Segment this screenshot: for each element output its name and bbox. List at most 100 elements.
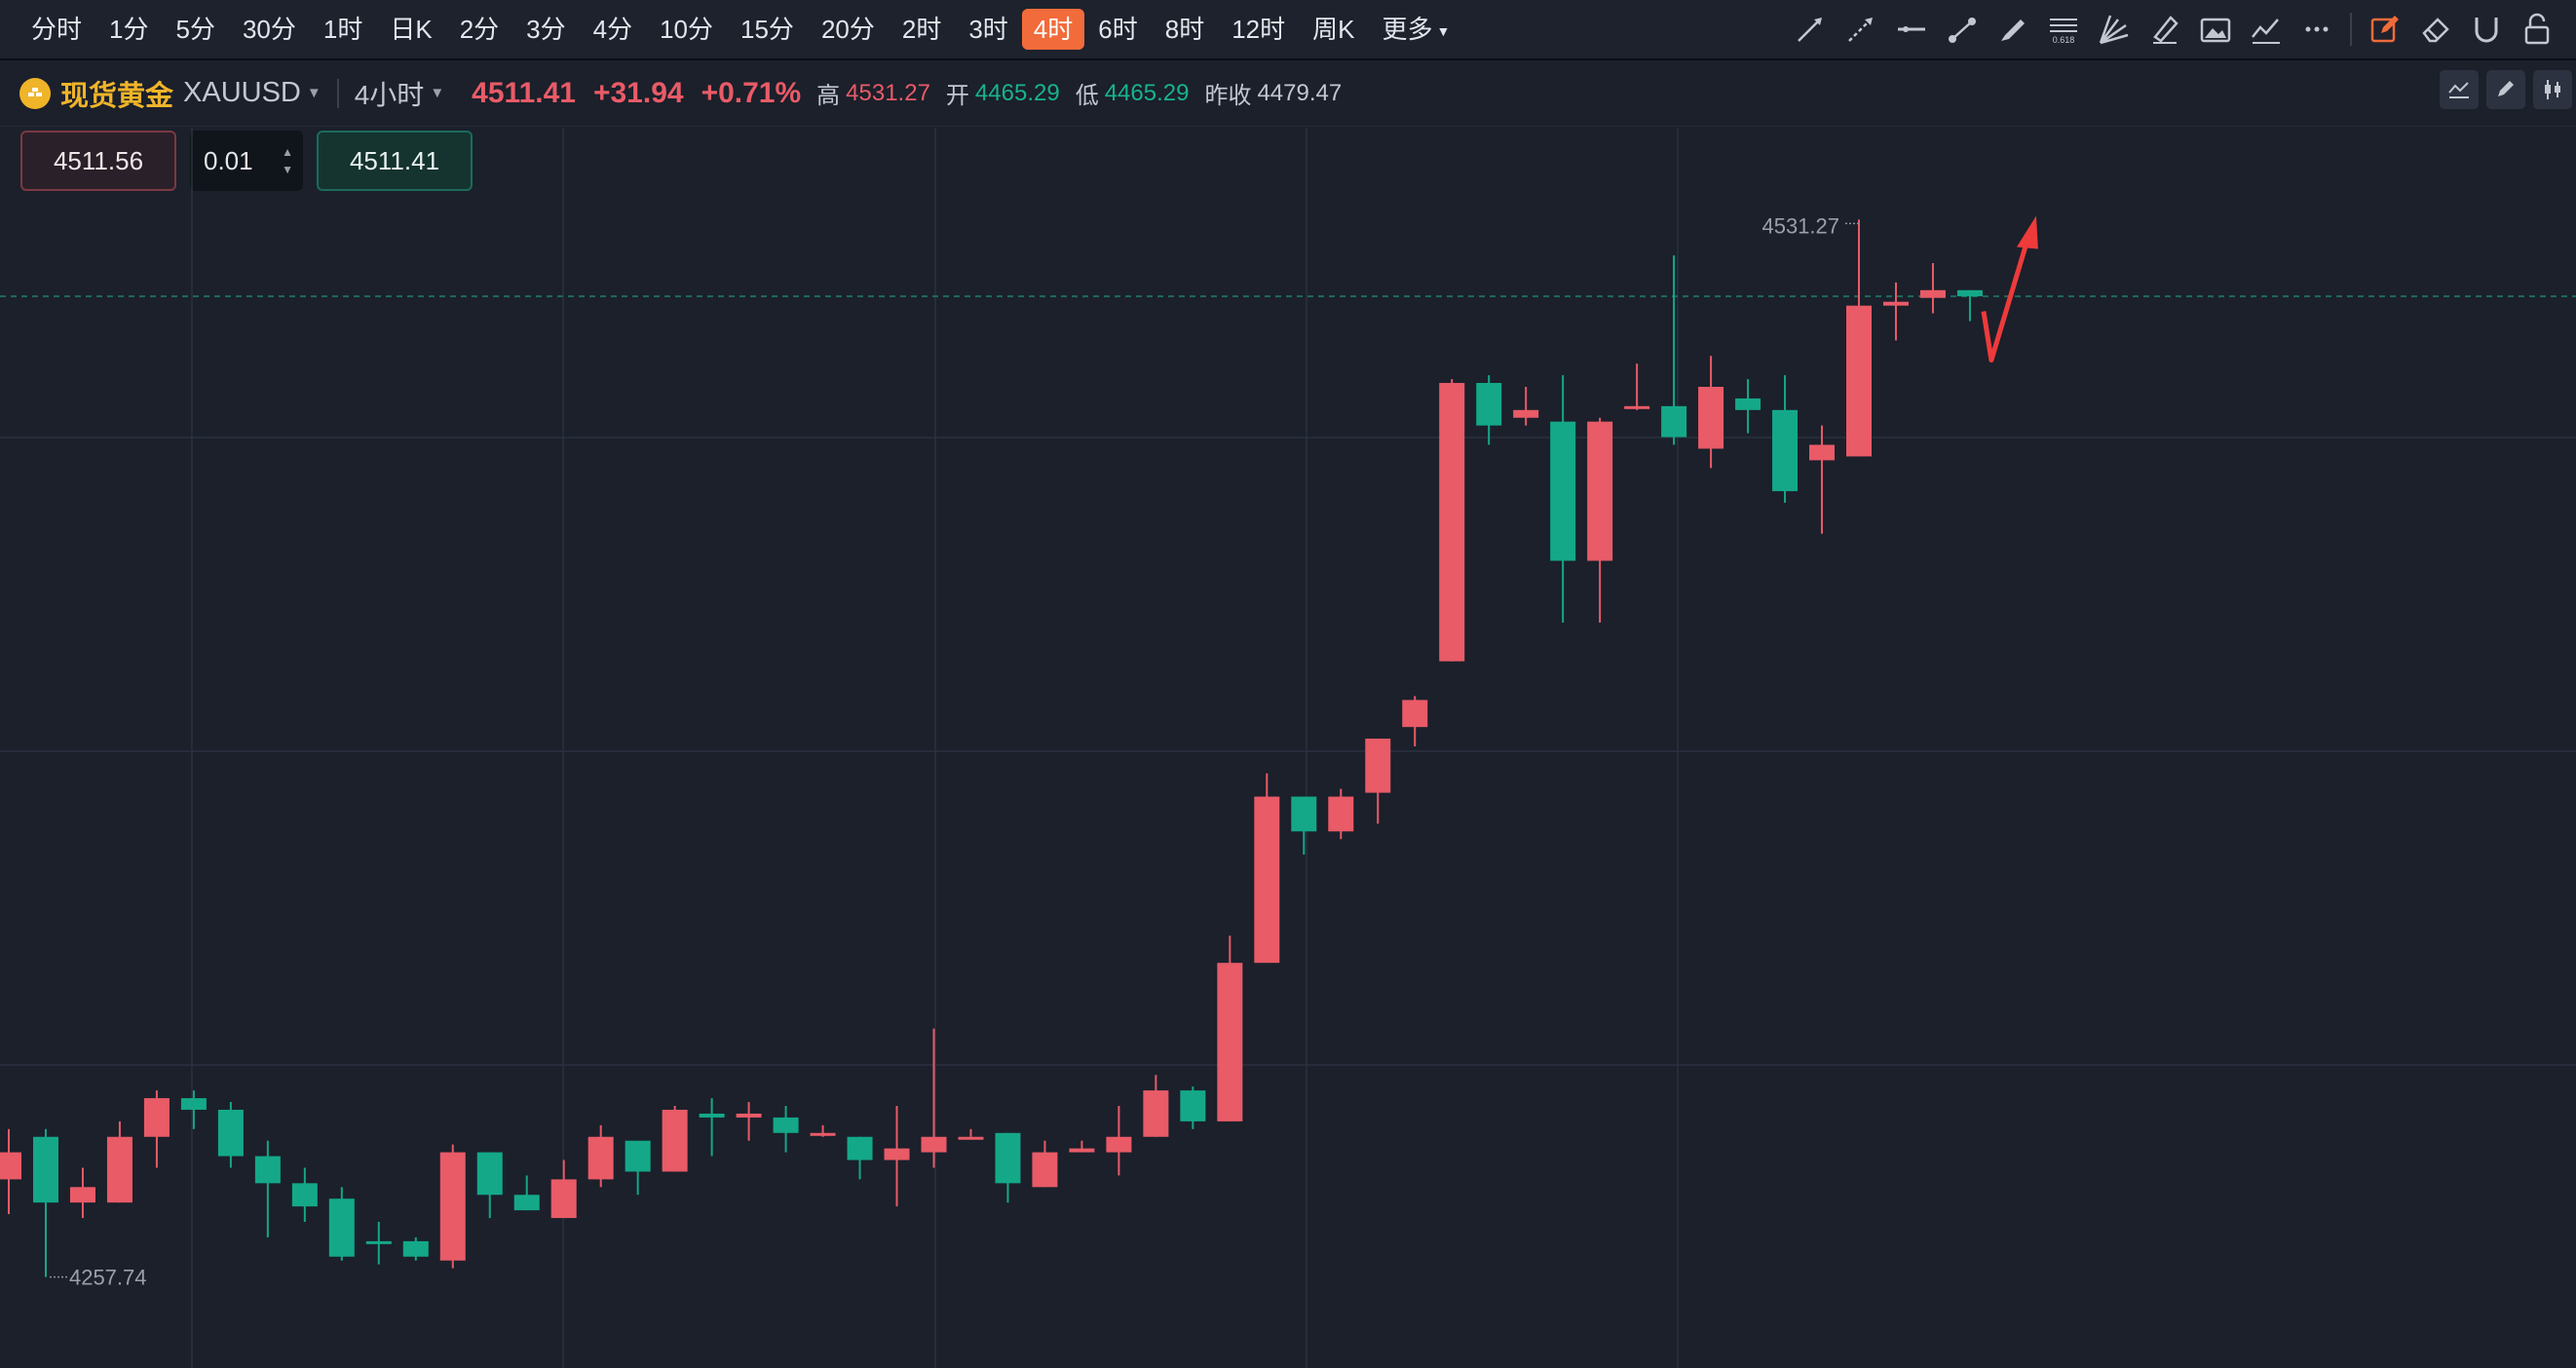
candle-body [736, 1113, 762, 1118]
period-0[interactable]: 分时 [31, 15, 83, 44]
period-17[interactable]: 12时 [1231, 15, 1286, 44]
polyline-tool[interactable] [2241, 6, 2292, 53]
ray-icon [1848, 18, 1873, 42]
candle-body [1772, 409, 1799, 492]
candle-body [1587, 421, 1613, 561]
candlestick-chart[interactable]: 4531.27 4257.74 [0, 128, 2576, 1368]
candle-body [1956, 289, 1983, 297]
horizontal-line-tool[interactable] [1886, 6, 1937, 53]
candle-body [1254, 796, 1280, 964]
period-18[interactable]: 周K [1312, 15, 1355, 44]
high-price-label: 4531.27 [1762, 213, 1839, 238]
price-change-percent: +0.71% [701, 76, 802, 109]
chart-view-buttons [2440, 70, 2572, 109]
highlighter-icon [2153, 16, 2178, 44]
segment-tool[interactable] [1937, 6, 1988, 53]
highlighter-tool[interactable] [2140, 6, 2190, 53]
buy-price-button[interactable]: 4511.41 [317, 131, 473, 191]
candle-body [143, 1098, 170, 1137]
period-1[interactable]: 1分 [109, 15, 149, 44]
candle-body [0, 1152, 21, 1180]
period-3[interactable]: 30分 [242, 15, 296, 44]
period-13[interactable]: 3时 [968, 15, 1008, 44]
fibonacci-tool[interactable]: 0.618 [2038, 6, 2089, 53]
image-tool[interactable] [2190, 6, 2241, 53]
quantity-value[interactable]: 0.01 [204, 145, 253, 175]
drawn-arrow-line [1981, 242, 2029, 363]
ray-tool[interactable] [1836, 6, 1886, 53]
fan-tool[interactable] [2089, 6, 2140, 53]
period-12[interactable]: 2时 [901, 15, 942, 44]
brush-tool[interactable] [1988, 6, 2038, 53]
candle-body [662, 1109, 688, 1172]
candle-body [995, 1132, 1021, 1184]
chevron-down-icon[interactable]: ▼ [430, 85, 445, 101]
horizontal-line-icon [1898, 26, 1925, 32]
gold-coin-icon [19, 77, 51, 109]
candle-body [1735, 398, 1762, 410]
candle-body [1698, 387, 1724, 449]
candle-body [254, 1156, 281, 1184]
decrement-icon[interactable]: ▼ [282, 163, 293, 176]
brush-icon [2001, 19, 2025, 41]
period-4[interactable]: 1时 [322, 15, 363, 44]
candle-body [1476, 383, 1502, 426]
candle-body [587, 1136, 614, 1180]
period-5[interactable]: 日K [390, 15, 433, 44]
period-15[interactable]: 6时 [1098, 15, 1138, 44]
sell-price-button[interactable]: 4511.56 [20, 131, 176, 191]
quantity-steps: ▲ ▼ [282, 146, 293, 175]
candle-body [217, 1109, 244, 1157]
more-icon [2305, 26, 2329, 32]
candle-body [1846, 305, 1872, 457]
magnet-tool[interactable] [2461, 6, 2512, 53]
candle-body [1180, 1090, 1206, 1121]
candle-body [884, 1148, 910, 1160]
high-label: 高 [816, 83, 841, 109]
low-label: 低 [1075, 83, 1099, 109]
draw-toggle-button[interactable] [2486, 70, 2525, 109]
divider [336, 78, 339, 108]
last-price: 4511.41 [472, 76, 576, 109]
candle-body [1365, 739, 1391, 793]
more-tool[interactable] [2292, 6, 2342, 53]
period-11[interactable]: 20分 [820, 15, 875, 44]
interval-selector[interactable]: 4小时 [354, 79, 425, 110]
period-6[interactable]: 2分 [459, 15, 500, 44]
period-8[interactable]: 4分 [592, 15, 633, 44]
quick-trade-panel: 4511.56 0.01 ▲ ▼ 4511.41 [20, 131, 473, 191]
trend-line-tool[interactable] [1785, 6, 1836, 53]
period-14[interactable]: 4时 [1021, 9, 1085, 50]
candle-body [1624, 405, 1650, 409]
increment-icon[interactable]: ▲ [282, 145, 293, 159]
period-16[interactable]: 8时 [1164, 15, 1205, 44]
prev-close-label: 昨收 [1204, 83, 1252, 109]
eraser-tool[interactable] [2410, 6, 2461, 53]
candle-body [513, 1195, 540, 1211]
candle-body [1882, 301, 1909, 306]
candle-body [1106, 1136, 1132, 1153]
indicator-toggle-button[interactable] [2440, 70, 2479, 109]
candle-body [476, 1152, 503, 1196]
symbol-code[interactable]: XAUUSD [183, 77, 301, 108]
chevron-down-icon[interactable]: ▼ [306, 85, 322, 101]
candle-body [625, 1140, 651, 1172]
period-10[interactable]: 15分 [740, 15, 794, 44]
period-9[interactable]: 10分 [660, 15, 714, 44]
candle-style-button[interactable] [2533, 70, 2572, 109]
candle-body [699, 1113, 725, 1118]
symbol-name[interactable]: 现货黄金 [60, 80, 174, 112]
candle-body [1661, 405, 1687, 437]
price-change: +31.94 [592, 76, 684, 109]
toolbar-divider [2350, 13, 2352, 46]
draw-mode-tool[interactable] [2360, 6, 2410, 53]
period-7[interactable]: 3分 [526, 15, 566, 44]
period-2[interactable]: 5分 [175, 15, 215, 44]
period-19[interactable]: 更多 ▼ [1382, 15, 1451, 44]
pencil-icon [2498, 81, 2514, 96]
lock-tool[interactable] [2512, 6, 2562, 53]
candle-body [402, 1240, 429, 1257]
quantity-stepper[interactable]: 0.01 ▲ ▼ [190, 131, 303, 191]
drawing-tools: 0.618 [1785, 0, 2562, 58]
candle-body [1919, 289, 1946, 298]
